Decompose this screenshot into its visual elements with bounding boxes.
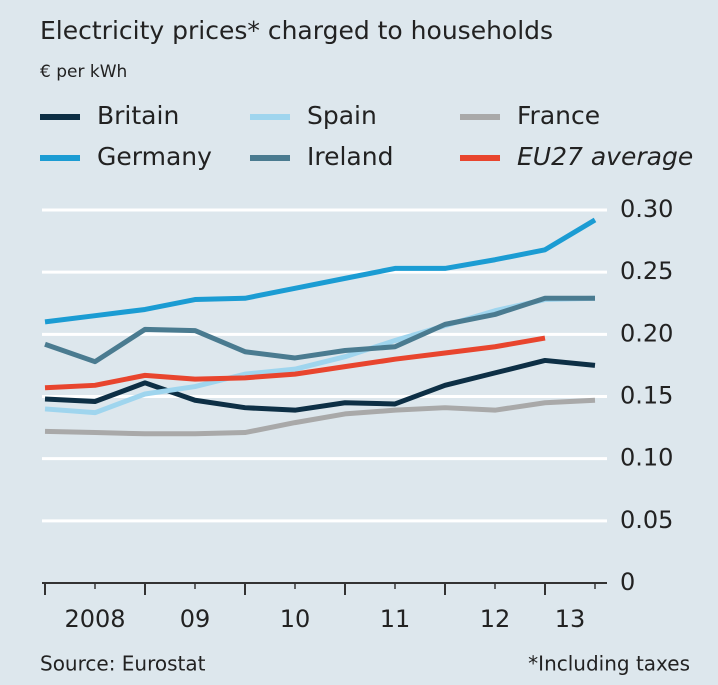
x-tick-label: 12 [480, 605, 511, 633]
legend-label: Germany [97, 142, 212, 171]
x-tick-label: 11 [380, 605, 411, 633]
legend-label: EU27 average [517, 142, 693, 171]
legend-label: Spain [307, 101, 377, 130]
x-tick-label: 09 [180, 605, 211, 633]
y-tick-label: 0.10 [620, 444, 673, 472]
y-tick-label: 0.05 [620, 506, 673, 534]
series-line [44, 295, 596, 416]
series-line [44, 335, 546, 391]
series-line [44, 397, 596, 437]
x-tick-label: 10 [280, 605, 311, 633]
chart-subtitle: € per kWh [40, 62, 127, 82]
source: Source: Eurostat [40, 652, 206, 676]
y-tick-label: 0 [620, 568, 635, 596]
series-line [44, 295, 595, 365]
legend-label: France [517, 101, 600, 130]
series-line [44, 217, 597, 325]
legend-label: Britain [97, 101, 179, 130]
x-tick-label: 2008 [64, 605, 125, 633]
x-tick-label: 13 [555, 605, 586, 633]
series-line [44, 357, 596, 413]
y-tick-label: 0.25 [620, 257, 673, 285]
y-tick-label: 0.15 [620, 382, 673, 410]
legend-label: Ireland [307, 142, 393, 171]
chart-title: Electricity prices* charged to household… [40, 16, 553, 45]
y-tick-label: 0.30 [620, 195, 673, 223]
note: *Including taxes [528, 652, 690, 676]
y-tick-label: 0.20 [620, 319, 673, 347]
